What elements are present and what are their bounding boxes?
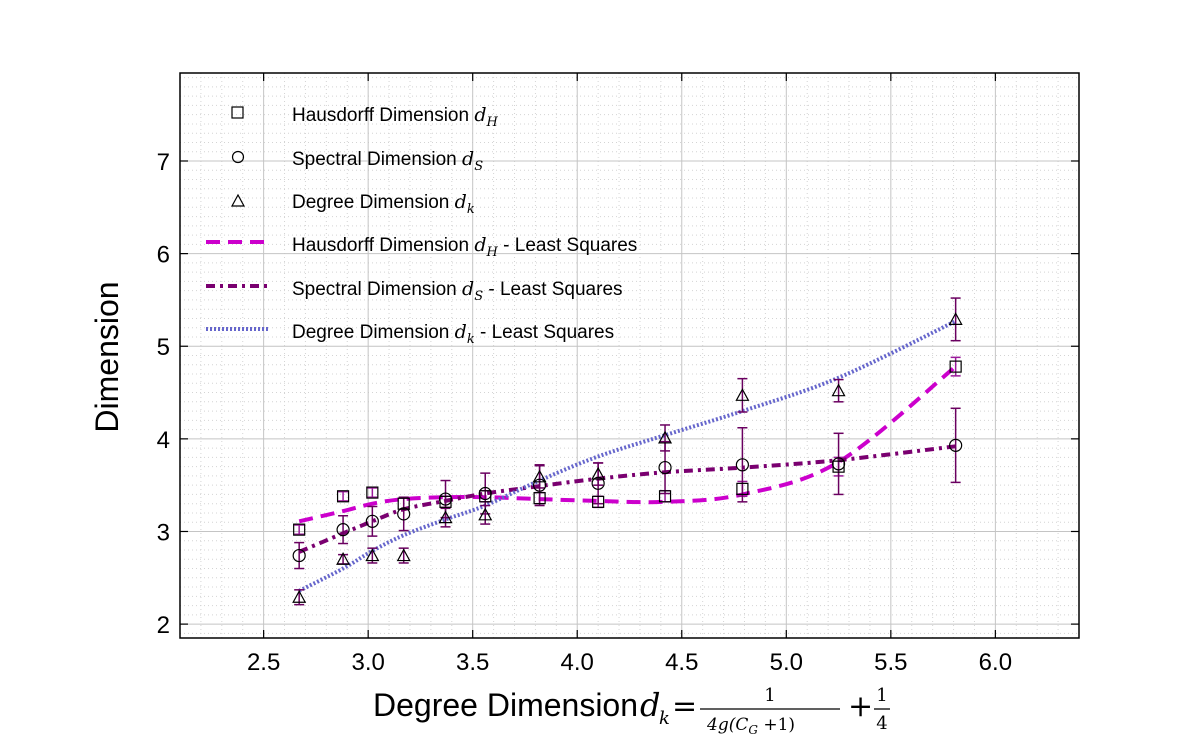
y-axis-title: Dimension <box>89 281 125 432</box>
y-tick-label: 5 <box>157 334 170 361</box>
y-tick-label: 4 <box>157 427 170 454</box>
data-point-triangle <box>658 430 673 444</box>
data-point-circle <box>397 507 411 521</box>
data-point-triangle <box>478 507 493 521</box>
data-point-square <box>366 486 379 499</box>
x-tick-label: 6.0 <box>979 649 1012 676</box>
data-point-triangle <box>948 312 963 325</box>
legend-label-degree-fit: Degree Dimension dk - Least Squares <box>292 321 614 347</box>
legend-label-hausdorff: Hausdorff Dimension dH <box>292 104 499 130</box>
legend: Hausdorff Dimension dH Spectral Dimensio… <box>206 104 637 347</box>
x-axis-title-text: Degree Dimension <box>373 687 638 723</box>
legend-label-spectral-fit: Spectral Dimension dS - Least Squares <box>292 278 623 304</box>
legend-label-spectral: Spectral Dimension dS <box>292 148 483 174</box>
y-tick-label: 2 <box>157 612 170 639</box>
error-bars <box>294 297 961 606</box>
data-point-square <box>592 495 605 508</box>
data-point-triangle <box>438 510 453 524</box>
tick-labels: 2.5 3.0 3.5 4.0 4.5 5.0 5.5 6.0 2 3 4 5 6 7 <box>157 149 1012 676</box>
data-point-circle <box>438 492 453 506</box>
data-point-triangle <box>292 589 307 603</box>
data-point-circle <box>336 523 350 537</box>
data-point-square <box>397 497 410 510</box>
axis-ticks <box>180 73 1079 638</box>
x-tick-label: 2.5 <box>247 649 280 676</box>
data-point-circle <box>478 486 492 501</box>
major-grid <box>180 73 1079 638</box>
data-point-square <box>736 482 749 495</box>
legend-triangle-marker <box>230 193 246 207</box>
data-point-circle <box>591 476 605 490</box>
data-point-square <box>949 360 962 373</box>
frac1-numerator: 1 <box>764 685 775 706</box>
legend-label-degree: Degree Dimension dk <box>292 191 475 217</box>
data-point-circle <box>735 458 749 472</box>
data-point-circle <box>658 460 672 475</box>
data-point-circle <box>365 514 379 528</box>
y-tick-label: 6 <box>157 242 170 269</box>
x-tick-label: 5.0 <box>770 649 803 676</box>
frac2-denominator: 4 <box>876 713 887 734</box>
x-axis-var: d <box>640 686 660 724</box>
frac2-numerator: 1 <box>876 685 887 706</box>
x-axis-equals: = <box>672 689 697 724</box>
x-axis-title: Degree Dimension d k = 1 4g(CG +1) + 1 4 <box>373 685 890 737</box>
frac1-denominator: 4g(CG +1) <box>706 715 795 737</box>
y-tick-label: 3 <box>157 519 170 546</box>
data-point-square <box>658 490 672 503</box>
y-tick-label: 7 <box>157 149 170 176</box>
fit-line-spectral <box>298 444 956 554</box>
data-point-square <box>533 492 546 505</box>
data-point-circle <box>532 478 547 492</box>
data-point-triangle <box>735 388 750 401</box>
x-tick-label: 4.0 <box>561 649 594 676</box>
legend-label-hausdorff-fit: Hausdorff Dimension dH - Least Squares <box>292 234 637 260</box>
data-point-triangle <box>831 383 846 397</box>
x-axis-var-sub: k <box>659 708 670 729</box>
data-point-circle <box>949 438 963 452</box>
data-point-square <box>293 523 306 536</box>
x-tick-label: 3.0 <box>351 649 384 676</box>
data-point-triangle <box>591 466 606 480</box>
x-tick-label: 3.5 <box>456 649 489 676</box>
data-point-triangle <box>532 469 547 483</box>
legend-square-marker <box>231 106 244 119</box>
data-point-circle <box>831 457 846 471</box>
plot-frame <box>179 72 1080 639</box>
x-tick-label: 5.5 <box>874 649 907 676</box>
data-point-circle <box>292 548 306 563</box>
x-tick-label: 4.5 <box>665 649 698 676</box>
data-markers <box>292 312 963 603</box>
data-point-triangle <box>365 548 380 562</box>
plot-background <box>180 73 1079 638</box>
data-point-triangle <box>396 548 411 562</box>
x-axis-plus: + <box>848 689 873 724</box>
legend-circle-marker <box>231 150 245 164</box>
data-point-triangle <box>336 552 351 565</box>
data-point-square <box>336 490 350 503</box>
